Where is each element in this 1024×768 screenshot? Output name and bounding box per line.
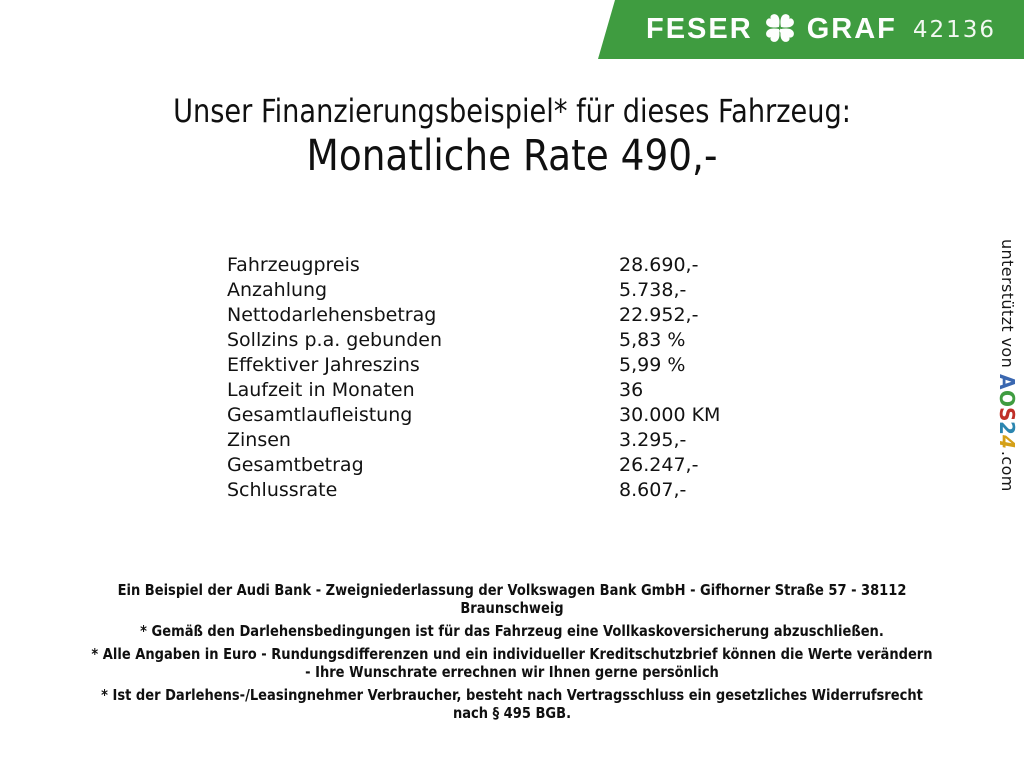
aos24-domain-suffix: .com xyxy=(998,450,1017,492)
finance-value: 5.738,- xyxy=(619,279,687,301)
aos24-letter-a: A xyxy=(995,374,1019,390)
finance-label: Zinsen xyxy=(227,429,291,451)
table-row: Gesamtbetrag 26.247,- xyxy=(227,453,720,478)
finance-value: 22.952,- xyxy=(619,304,699,326)
disclaimer-vollkasko: * Gemäß den Darlehensbedingungen ist für… xyxy=(0,622,1024,640)
header-banner: FESER GRAF 42136 xyxy=(598,0,1024,59)
brand-word-graf: GRAF xyxy=(806,13,897,45)
title-line-2: Monatliche Rate 490,- xyxy=(306,131,718,181)
finance-label: Fahrzeugpreis xyxy=(227,254,360,276)
finance-label: Gesamtlaufleistung xyxy=(227,404,413,426)
disclaimer-block: Ein Beispiel der Audi Bank - Zweignieder… xyxy=(0,581,1024,727)
disclaimer-line: nach § 495 BGB. xyxy=(452,704,572,722)
aos24-letter-o: O xyxy=(995,389,1019,407)
table-row: Nettodarlehensbetrag 22.952,- xyxy=(227,303,720,328)
table-row: Zinsen 3.295,- xyxy=(227,428,720,453)
disclaimer-line: * Ist der Darlehens-/Leasingnehmer Verbr… xyxy=(101,686,923,704)
table-row: Sollzins p.a. gebunden 5,83 % xyxy=(227,328,720,353)
aos24-letter-2: 2 xyxy=(995,421,1019,435)
table-row: Fahrzeugpreis 28.690,- xyxy=(227,253,720,278)
finance-value: 3.295,- xyxy=(619,429,687,451)
finance-value: 8.607,- xyxy=(619,479,687,501)
finance-label: Laufzeit in Monaten xyxy=(227,379,415,401)
brand-logo: FESER GRAF xyxy=(646,11,897,48)
finance-label: Sollzins p.a. gebunden xyxy=(227,329,442,351)
finance-value: 36 xyxy=(619,379,644,401)
table-row: Schlussrate 8.607,- xyxy=(227,478,720,503)
finance-table: Fahrzeugpreis 28.690,- Anzahlung 5.738,-… xyxy=(227,253,720,503)
title-line-1: Unser Finanzierungsbeispiel* für dieses … xyxy=(173,92,851,130)
brand-word-feser: FESER xyxy=(646,13,753,45)
finance-label: Gesamtbetrag xyxy=(227,454,364,476)
finance-label: Effektiver Jahreszins xyxy=(227,354,420,376)
disclaimer-line: * Gemäß den Darlehensbedingungen ist für… xyxy=(140,622,884,640)
finance-value: 5,83 % xyxy=(619,329,686,351)
disclaimer-line: Braunschweig xyxy=(460,599,564,617)
table-row: Effektiver Jahreszins 5,99 % xyxy=(227,353,720,378)
finance-value: 26.247,- xyxy=(619,454,699,476)
vehicle-number: 42136 xyxy=(912,16,996,43)
finance-value: 30.000 KM xyxy=(619,404,721,426)
disclaimer-angaben: * Alle Angaben in Euro - Rundungsdiffere… xyxy=(0,645,1024,681)
disclaimer-bank: Ein Beispiel der Audi Bank - Zweignieder… xyxy=(0,581,1024,617)
aos24-logo: AOS24 xyxy=(995,368,1019,451)
table-row: Laufzeit in Monaten 36 xyxy=(227,378,720,403)
four-leaf-clover-icon xyxy=(765,14,794,42)
finance-label: Nettodarlehensbetrag xyxy=(227,304,437,326)
finance-label: Anzahlung xyxy=(227,279,328,301)
table-row: Gesamtlaufleistung 30.000 KM xyxy=(227,403,720,428)
disclaimer-widerruf: * Ist der Darlehens-/Leasingnehmer Verbr… xyxy=(0,686,1024,722)
table-row: Anzahlung 5.738,- xyxy=(227,278,720,303)
disclaimer-line: - Ihre Wunschrate errechnen wir Ihnen ge… xyxy=(305,663,719,681)
supported-by-strip: unterstützt vonAOS24.com xyxy=(995,239,1019,539)
aos24-letter-s: S xyxy=(995,406,1019,422)
finance-value: 5,99 % xyxy=(619,354,686,376)
title-block: Unser Finanzierungsbeispiel* für dieses … xyxy=(0,92,1024,181)
aos24-letter-4: 4 xyxy=(995,434,1019,449)
finance-value: 28.690,- xyxy=(619,254,699,276)
finance-label: Schlussrate xyxy=(227,479,338,501)
disclaimer-line: * Alle Angaben in Euro - Rundungsdiffere… xyxy=(91,645,933,663)
supported-by-text: unterstützt von xyxy=(998,239,1017,369)
disclaimer-line: Ein Beispiel der Audi Bank - Zweignieder… xyxy=(117,581,907,599)
